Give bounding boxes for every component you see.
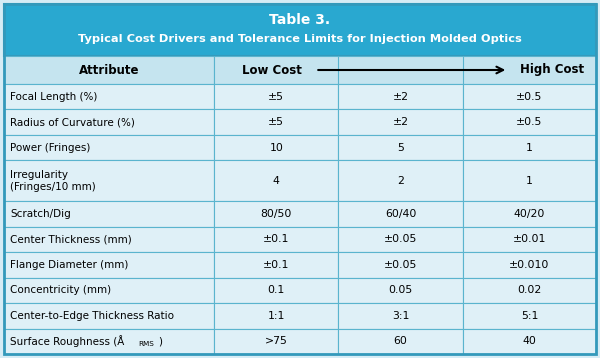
Text: ±5: ±5: [268, 92, 284, 102]
Text: Surface Roughness (Å: Surface Roughness (Å: [10, 335, 124, 347]
Text: ±0.010: ±0.010: [509, 260, 550, 270]
Text: RMS: RMS: [138, 341, 154, 347]
Bar: [4, 110, 214, 135]
Text: ±0.1: ±0.1: [263, 234, 290, 245]
Text: Power (Fringes): Power (Fringes): [10, 143, 91, 153]
Text: 4: 4: [273, 176, 280, 186]
Text: >75: >75: [265, 336, 288, 346]
Bar: [214, 303, 338, 329]
Bar: [463, 84, 596, 110]
Text: 5: 5: [397, 143, 404, 153]
Text: 1:1: 1:1: [268, 311, 285, 321]
Bar: [338, 303, 463, 329]
Text: Typical Cost Drivers and Tolerance Limits for Injection Molded Optics: Typical Cost Drivers and Tolerance Limit…: [78, 34, 522, 44]
Text: ±0.01: ±0.01: [513, 234, 546, 245]
Bar: [338, 329, 463, 354]
Bar: [4, 4, 596, 56]
Bar: [4, 329, 214, 354]
Text: ±0.05: ±0.05: [384, 260, 418, 270]
Text: Low Cost: Low Cost: [242, 63, 302, 77]
Bar: [214, 135, 338, 160]
Bar: [4, 56, 214, 84]
Bar: [214, 252, 338, 277]
Bar: [463, 329, 596, 354]
Text: 5:1: 5:1: [521, 311, 538, 321]
Bar: [463, 110, 596, 135]
Text: 0.05: 0.05: [389, 285, 413, 295]
Bar: [463, 277, 596, 303]
Bar: [214, 329, 338, 354]
Text: 2: 2: [397, 176, 404, 186]
Text: 1: 1: [526, 176, 533, 186]
Bar: [214, 277, 338, 303]
Text: Radius of Curvature (%): Radius of Curvature (%): [10, 117, 135, 127]
Text: 60/40: 60/40: [385, 209, 416, 219]
Text: ±0.5: ±0.5: [516, 92, 542, 102]
Bar: [463, 160, 596, 201]
Text: 60: 60: [394, 336, 407, 346]
Bar: [463, 201, 596, 227]
Bar: [4, 277, 214, 303]
Bar: [214, 227, 338, 252]
Bar: [4, 160, 214, 201]
Text: Focal Length (%): Focal Length (%): [10, 92, 97, 102]
Bar: [338, 252, 463, 277]
Bar: [4, 252, 214, 277]
Bar: [4, 201, 214, 227]
Bar: [214, 110, 338, 135]
Text: 3:1: 3:1: [392, 311, 409, 321]
Text: 40: 40: [523, 336, 536, 346]
Text: Flange Diameter (mm): Flange Diameter (mm): [10, 260, 128, 270]
Text: ±5: ±5: [268, 117, 284, 127]
Text: Scratch/Dig: Scratch/Dig: [10, 209, 71, 219]
Text: ±0.5: ±0.5: [516, 117, 542, 127]
Text: 40/20: 40/20: [514, 209, 545, 219]
Bar: [214, 160, 338, 201]
Bar: [4, 135, 214, 160]
Bar: [214, 201, 338, 227]
Bar: [4, 227, 214, 252]
Text: Center-to-Edge Thickness Ratio: Center-to-Edge Thickness Ratio: [10, 311, 174, 321]
Text: Table 3.: Table 3.: [269, 13, 331, 26]
Bar: [463, 135, 596, 160]
Bar: [338, 110, 463, 135]
Text: ±2: ±2: [392, 117, 409, 127]
Text: ±0.1: ±0.1: [263, 260, 290, 270]
Text: 10: 10: [269, 143, 283, 153]
Text: Concentricity (mm): Concentricity (mm): [10, 285, 111, 295]
Text: ): ): [158, 336, 162, 346]
Text: Irregularity
(Fringes/10 mm): Irregularity (Fringes/10 mm): [10, 170, 96, 192]
Bar: [463, 303, 596, 329]
Bar: [338, 160, 463, 201]
Bar: [338, 227, 463, 252]
Text: 1: 1: [526, 143, 533, 153]
Bar: [463, 227, 596, 252]
Bar: [4, 303, 214, 329]
Text: ±0.05: ±0.05: [384, 234, 418, 245]
Text: High Cost: High Cost: [520, 63, 584, 77]
Text: 0.1: 0.1: [268, 285, 285, 295]
Bar: [4, 84, 214, 110]
Bar: [214, 56, 596, 84]
Text: ±2: ±2: [392, 92, 409, 102]
Text: Attribute: Attribute: [79, 63, 139, 77]
Bar: [338, 201, 463, 227]
Text: 0.02: 0.02: [517, 285, 542, 295]
Bar: [338, 135, 463, 160]
Bar: [463, 252, 596, 277]
Bar: [338, 277, 463, 303]
Bar: [338, 84, 463, 110]
Bar: [214, 84, 338, 110]
Text: Center Thickness (mm): Center Thickness (mm): [10, 234, 132, 245]
Text: 80/50: 80/50: [260, 209, 292, 219]
